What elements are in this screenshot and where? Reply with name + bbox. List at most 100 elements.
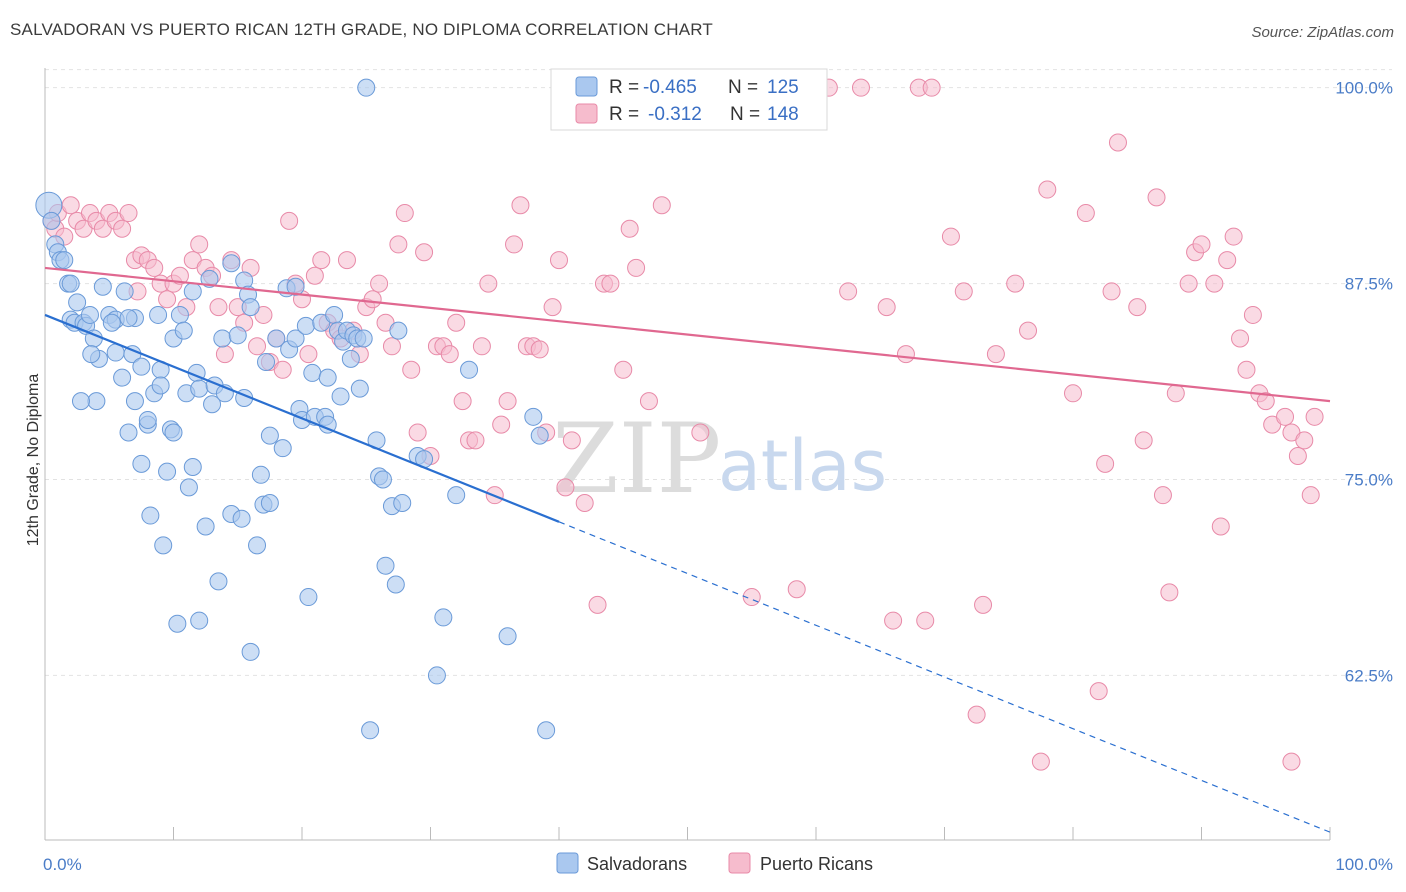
point-puerto-rican: [986, 345, 1005, 364]
point-salvadoran: [179, 478, 198, 497]
point-puerto-rican: [408, 423, 427, 442]
series-legend: Salvadorans Puerto Ricans: [556, 852, 873, 874]
point-puerto-rican: [370, 274, 389, 293]
point-salvadoran: [183, 457, 202, 476]
legend-r-value-1: -0.465: [643, 77, 697, 98]
point-puerto-rican: [1038, 180, 1057, 199]
legend-swatch-puerto-ricans: [575, 103, 598, 124]
y-tick-label: 100.0%: [1335, 79, 1393, 98]
bottom-legend-salvadorans: Salvadorans: [587, 854, 687, 874]
point-puerto-rican: [1006, 274, 1025, 293]
point-puerto-rican: [922, 78, 941, 97]
point-salvadoran: [125, 392, 144, 411]
point-salvadoran: [386, 575, 405, 594]
point-salvadoran: [203, 395, 222, 414]
point-puerto-rican: [1231, 329, 1250, 348]
point-puerto-rican: [1305, 407, 1324, 426]
y-tick-label: 62.5%: [1345, 666, 1393, 685]
point-puerto-rican: [1108, 133, 1127, 152]
point-puerto-rican: [447, 313, 466, 332]
point-salvadoran: [350, 379, 369, 398]
point-salvadoran: [286, 277, 305, 296]
point-puerto-rican: [1218, 251, 1237, 270]
point-puerto-rican: [248, 337, 267, 356]
point-puerto-rican: [1243, 305, 1262, 324]
point-salvadoran: [434, 608, 453, 627]
point-salvadoran: [174, 321, 193, 340]
point-puerto-rican: [389, 235, 408, 254]
point-puerto-rican: [1160, 583, 1179, 602]
point-salvadoran: [190, 611, 209, 630]
trend-lines: [44, 266, 1331, 833]
series-salvadorans: [35, 78, 556, 740]
watermark-atlas: atlas: [718, 425, 887, 507]
point-salvadoran: [196, 517, 215, 536]
point-puerto-rican: [1256, 392, 1275, 411]
point-salvadoran: [361, 721, 380, 740]
point-puerto-rican: [1282, 752, 1301, 771]
legend-swatch-salvadorans: [575, 76, 598, 97]
point-puerto-rican: [620, 219, 639, 238]
legend-n-label-1: N =: [728, 77, 758, 98]
point-puerto-rican: [395, 204, 414, 223]
point-puerto-rican: [974, 595, 993, 614]
point-puerto-rican: [896, 345, 915, 364]
point-puerto-rican: [280, 211, 299, 230]
point-puerto-rican: [1147, 188, 1166, 207]
point-puerto-rican: [61, 196, 80, 215]
point-puerto-rican: [1096, 454, 1115, 473]
point-salvadoran: [80, 305, 99, 324]
point-salvadoran: [82, 345, 101, 364]
point-salvadoran: [447, 486, 466, 505]
legend-r-value-2: -0.312: [648, 104, 702, 125]
point-puerto-rican: [1237, 360, 1256, 379]
point-puerto-rican: [145, 258, 164, 277]
point-puerto-rican: [498, 392, 517, 411]
point-puerto-rican: [1019, 321, 1038, 340]
point-puerto-rican: [453, 392, 472, 411]
legend-r-label-1: R =: [609, 77, 639, 98]
x-tick-label-max: 100.0%: [1335, 855, 1393, 874]
y-tick-label: 75.0%: [1345, 471, 1393, 490]
point-puerto-rican: [190, 235, 209, 254]
grid-lines: [45, 69, 1392, 676]
point-puerto-rican: [877, 298, 896, 317]
point-puerto-rican: [466, 431, 485, 450]
point-salvadoran: [325, 305, 344, 324]
tick-labels: 62.5% 75.0% 87.5% 100.0% 0.0% 100.0%: [43, 79, 1393, 874]
point-puerto-rican: [479, 274, 498, 293]
point-salvadoran: [260, 426, 279, 445]
point-puerto-rican: [916, 611, 935, 630]
point-puerto-rican: [119, 204, 138, 223]
point-salvadoran: [460, 360, 479, 379]
point-salvadoran: [183, 282, 202, 301]
point-salvadoran: [373, 470, 392, 489]
point-puerto-rican: [337, 251, 356, 270]
point-puerto-rican: [1205, 274, 1224, 293]
point-puerto-rican: [562, 431, 581, 450]
trend-line-salvadorans: [44, 313, 560, 523]
trend-line-puerto-ricans: [44, 266, 1331, 403]
correlation-legend: R = -0.465 N = 125 R = -0.312 N = 148: [550, 68, 828, 131]
point-puerto-rican: [1064, 384, 1082, 403]
point-puerto-rican: [530, 340, 549, 359]
point-puerto-rican: [505, 235, 524, 254]
point-salvadoran: [228, 326, 247, 345]
point-salvadoran: [376, 556, 395, 575]
point-salvadoran: [331, 387, 350, 406]
point-puerto-rican: [215, 345, 234, 364]
point-puerto-rican: [492, 415, 511, 434]
point-puerto-rican: [1134, 431, 1153, 450]
point-salvadoran: [209, 572, 228, 591]
point-salvadoran: [168, 614, 187, 633]
point-salvadoran: [115, 282, 134, 301]
point-puerto-rican: [941, 227, 960, 246]
point-puerto-rican: [1031, 752, 1050, 771]
point-puerto-rican: [440, 345, 459, 364]
point-salvadoran: [61, 274, 80, 293]
point-puerto-rican: [1192, 235, 1211, 254]
point-salvadoran: [68, 293, 87, 312]
point-salvadoran: [251, 465, 270, 484]
point-salvadoran: [190, 379, 209, 398]
bottom-legend-swatch-salvadorans: [556, 852, 579, 874]
